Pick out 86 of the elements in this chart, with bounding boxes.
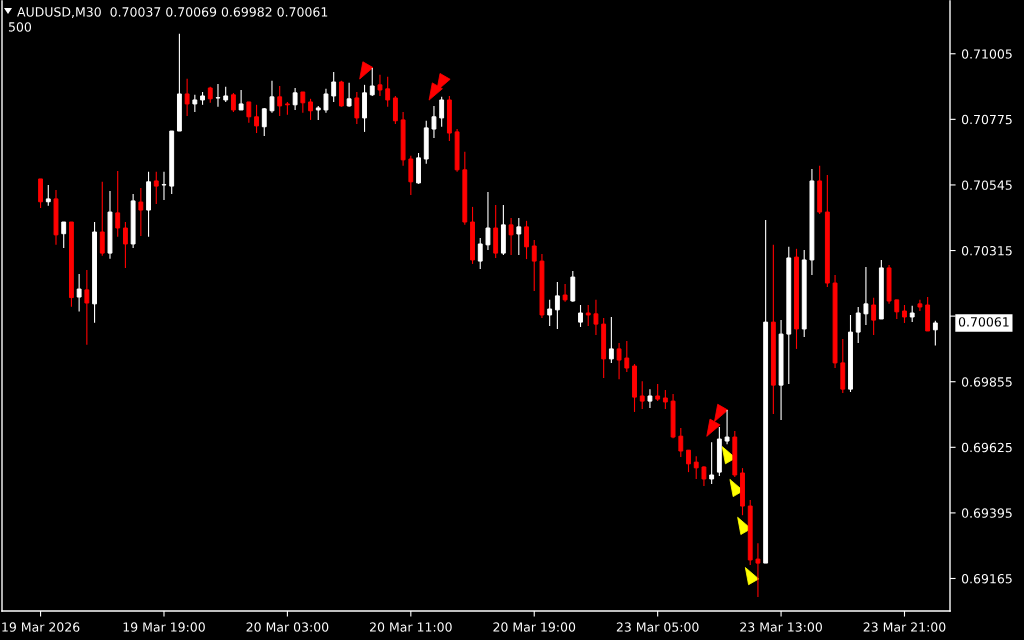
candlestick (678, 427, 684, 458)
y-tick-label: 0.69625 (961, 442, 1012, 453)
x-tick-label: 23 Mar 13:00 (740, 622, 822, 632)
candlestick (608, 316, 614, 364)
candlestick (408, 155, 414, 196)
candlestick (477, 237, 483, 270)
candlestick (392, 95, 398, 125)
candlestick (215, 83, 221, 108)
x-tick-label: 20 Mar 03:00 (246, 622, 329, 632)
candlestick (485, 191, 491, 251)
candlestick (516, 217, 522, 256)
candlestick (709, 441, 715, 485)
candlestick (76, 273, 82, 313)
candlestick (122, 221, 128, 269)
candlestick (871, 297, 877, 336)
candlestick (300, 91, 306, 114)
candlestick (277, 85, 283, 117)
candlestick (562, 283, 568, 303)
candlestick (554, 281, 560, 330)
candlestick (138, 187, 144, 237)
candlestick (115, 170, 121, 238)
candlestick (585, 304, 591, 327)
candlestick (323, 88, 329, 114)
candlestick (292, 87, 298, 111)
candlestick (439, 96, 445, 128)
text: 0.70061 (958, 317, 1009, 327)
candlestick (686, 449, 691, 473)
candlestick (531, 239, 537, 292)
candlestick (863, 266, 869, 326)
candlestick (724, 409, 730, 445)
candlestick (616, 342, 622, 380)
y-tick-label: 0.69855 (961, 377, 1012, 387)
y-tick-label: 0.69165 (961, 573, 1012, 584)
candlestick (593, 299, 599, 336)
candlestick (38, 178, 43, 209)
candlestick (508, 217, 514, 256)
candlestick (755, 542, 761, 598)
candlestick (894, 299, 900, 320)
chart-title: AUDUSD,M30 0.70037 0.70069 0.69982 0.70061 (17, 7, 328, 18)
candlestick (369, 67, 375, 97)
candlestick (693, 455, 699, 480)
candlestick (524, 220, 529, 260)
candlestick (354, 91, 360, 125)
candlestick (647, 388, 653, 409)
candlestick (261, 107, 267, 137)
candlestick (99, 181, 105, 257)
candlestick (578, 304, 583, 328)
candlestick (639, 380, 645, 410)
candlestick (624, 340, 630, 373)
x-tick-label: 20 Mar 11:00 (370, 622, 452, 632)
x-tick-label: 23 Mar 21:00 (863, 622, 946, 632)
candlestick (932, 320, 938, 347)
candlestick (338, 80, 344, 108)
candlestick (547, 299, 553, 327)
candlestick (161, 171, 167, 201)
candlestick (230, 92, 236, 113)
y-tick-label: 0.70775 (961, 114, 1012, 125)
y-tick-label: 0.70545 (961, 180, 1012, 190)
candlestick (331, 71, 337, 103)
candlestick (855, 306, 861, 344)
candlestick (346, 82, 352, 108)
candlestick (61, 221, 67, 249)
candlestick (377, 74, 383, 97)
candlestick (701, 465, 707, 487)
candlestick (269, 80, 275, 114)
candlestick (917, 299, 923, 312)
candlestick (184, 78, 190, 117)
candlestick (662, 389, 668, 410)
candlestick (385, 76, 391, 108)
x-tick-label: 20 Mar 19:00 (493, 622, 576, 632)
x-tick-label: 19 Mar 19:00 (123, 622, 205, 632)
y-tick-label: 0.70315 (961, 246, 1012, 256)
candlestick (238, 89, 244, 111)
candlestick (84, 269, 90, 346)
candlestick (431, 105, 437, 139)
y-tick-label: 0.69395 (961, 508, 1012, 518)
text: 500 (8, 22, 32, 32)
y-tick-label: 0.71005 (961, 49, 1012, 59)
x-tick-label: 23 Mar 05:00 (616, 622, 699, 632)
candlestick (246, 101, 252, 124)
candlestick (308, 98, 313, 121)
candlestick (153, 171, 159, 205)
candlestick (45, 184, 51, 207)
candlestick (254, 104, 259, 134)
candlestick (570, 270, 576, 303)
x-tick-label: 19 Mar 2026 (2, 622, 80, 632)
